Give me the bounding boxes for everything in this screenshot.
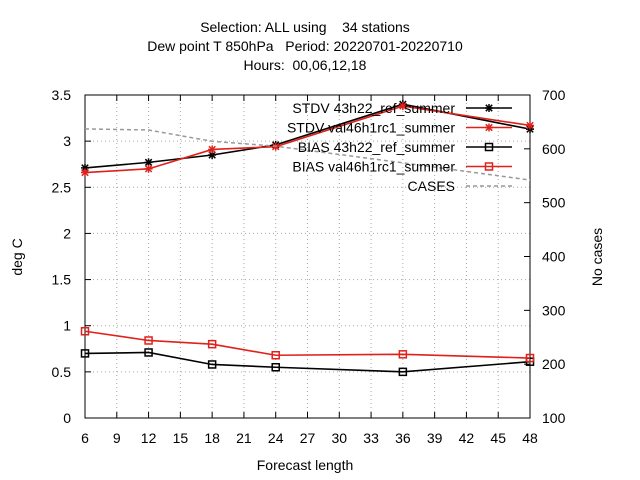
- x-tick-label: 21: [236, 430, 252, 446]
- axes: 6 9 12 15 18 21 24 27 30 33 36 39 42 45 48 0 0.5 1 1.5 2 2.5…: [52, 87, 566, 446]
- y-tick-label: 0.5: [52, 364, 72, 380]
- series-line-3: [84, 330, 531, 359]
- y2-tick-label: 100: [542, 410, 566, 426]
- y2-tick-label: 400: [542, 249, 566, 265]
- legend: STDV 43h22_ref_summer STDV val46h1rc1_sum…: [287, 100, 512, 194]
- x-tick-label: 9: [113, 430, 121, 446]
- series-3-point: [80, 327, 90, 336]
- y2-tick-label: 200: [542, 356, 566, 372]
- x-tick-label: 18: [204, 430, 220, 446]
- y2-tick-label: 300: [542, 302, 566, 318]
- legend-label-3: BIAS val46h1rc1_summer: [292, 159, 455, 175]
- chart-title-line-3: Hours: 00,06,12,18: [244, 57, 367, 73]
- x-tick-label: 42: [459, 430, 475, 446]
- chart-title-line-1: Selection: ALL using 34 stations: [200, 19, 410, 35]
- series-1-point: [144, 164, 153, 173]
- legend-marker-2: [484, 142, 494, 152]
- x-tick-label: 24: [268, 430, 284, 446]
- series-line-0: [84, 103, 531, 169]
- y-tick-label: 2.5: [52, 179, 72, 195]
- x-tick-label: 36: [395, 430, 411, 446]
- series-3-point: [144, 336, 153, 345]
- x-tick-label: 30: [331, 430, 347, 446]
- x-tick-label: 33: [363, 430, 379, 446]
- x-tick-label: 15: [173, 430, 189, 446]
- series-1-point: [208, 145, 217, 154]
- series-3-point: [207, 339, 217, 349]
- series-3-point: [271, 350, 280, 360]
- y2-tick-label: 500: [542, 195, 566, 211]
- x-tick-label: 27: [300, 430, 316, 446]
- chart-title-line-2: Dew point T 850hPa Period: 20220701-2022…: [147, 38, 463, 54]
- legend-marker-1: [485, 123, 493, 132]
- legend-label-0: STDV 43h22_ref_summer: [292, 100, 455, 116]
- series-2-point: [144, 348, 153, 357]
- legend-marker-0: [485, 104, 493, 112]
- series-line-4: [84, 128, 531, 181]
- x-axis-label: Forecast length: [257, 457, 354, 473]
- series-1-point: [398, 102, 407, 111]
- legend-label-2: BIAS 43h22_ref_summer: [298, 139, 456, 155]
- y2-axis-label: No cases: [589, 228, 605, 286]
- y-tick-label: 1: [63, 318, 71, 334]
- x-tick-label: 45: [490, 430, 506, 446]
- y2-tick-label: 600: [542, 141, 566, 157]
- series-line-2: [84, 351, 531, 373]
- series-1-point: [81, 168, 89, 177]
- series-2-point: [80, 349, 90, 358]
- x-tick-label: 6: [81, 430, 89, 446]
- series-2-point: [271, 362, 280, 372]
- series-2-point: [207, 360, 217, 369]
- legend-label-1: STDV val46h1rc1_summer: [287, 120, 455, 136]
- x-tick-label: 12: [141, 430, 157, 446]
- series-2-point: [398, 367, 408, 377]
- x-tick-label: 48: [522, 430, 538, 446]
- series-line-1: [84, 105, 531, 174]
- data-series: [80, 100, 535, 377]
- y-tick-label: 2: [63, 225, 71, 241]
- series-3-point: [525, 353, 535, 363]
- series-1-point: [526, 121, 534, 130]
- y-tick-label: 3.5: [52, 87, 72, 103]
- legend-label-4: CASES: [408, 178, 455, 194]
- y-tick-label: 3: [63, 133, 71, 149]
- x-tick-label: 39: [427, 430, 443, 446]
- legend-marker-3: [484, 162, 494, 171]
- y-tick-label: 1.5: [52, 272, 72, 288]
- series-3-point: [398, 350, 408, 359]
- y-axis-label: deg C: [9, 238, 25, 275]
- y-tick-label: 0: [63, 410, 71, 426]
- y2-tick-label: 700: [542, 87, 566, 103]
